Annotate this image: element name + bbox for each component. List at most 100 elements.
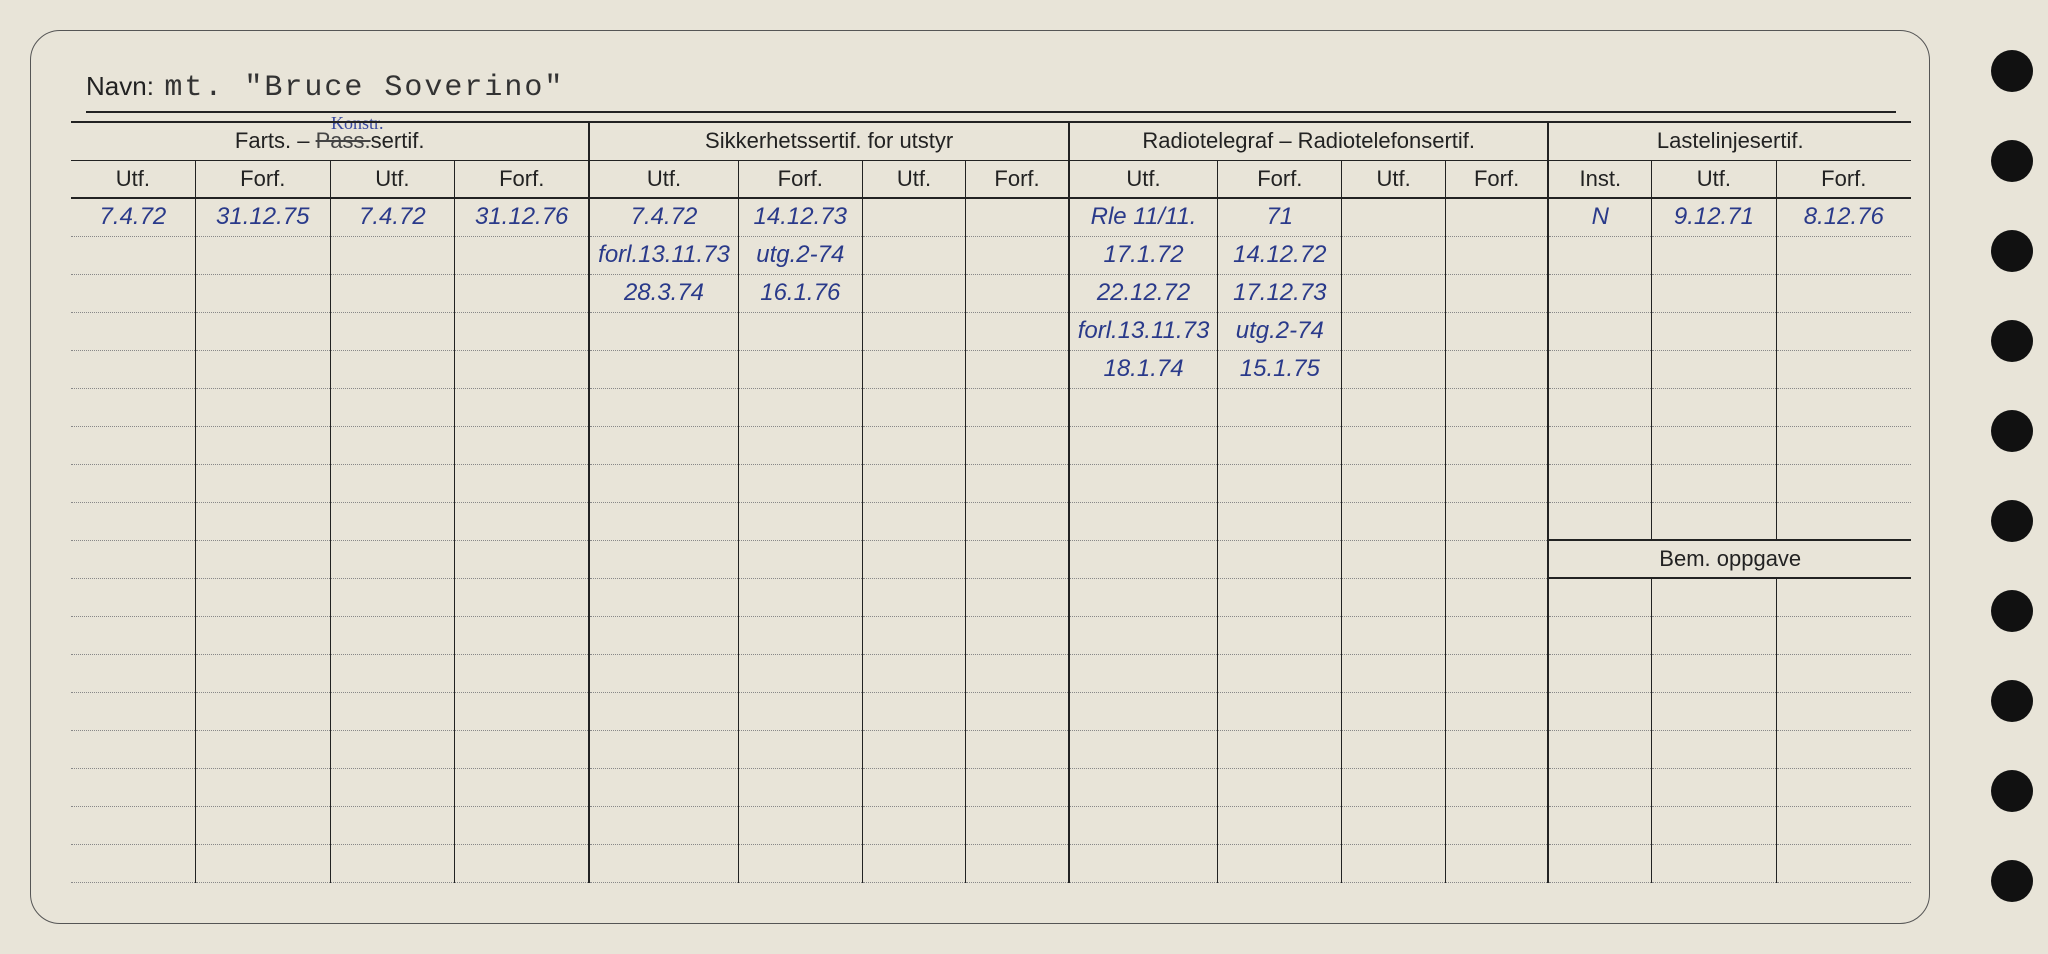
name-label: Navn: (86, 71, 154, 101)
cell (195, 426, 330, 464)
cell (1069, 578, 1218, 616)
cell (330, 426, 454, 464)
cell (455, 616, 590, 654)
cell (1548, 730, 1651, 768)
cell (1445, 806, 1548, 844)
cell (330, 654, 454, 692)
sub-forf: Forf. (1776, 160, 1911, 198)
cell (1069, 502, 1218, 540)
cell (1342, 236, 1445, 274)
cell (589, 312, 738, 350)
cell (1548, 768, 1651, 806)
cell (862, 312, 965, 350)
cell (1776, 464, 1911, 502)
table-row: Bem. oppgave (71, 540, 1911, 578)
cell (589, 654, 738, 692)
cell (330, 274, 454, 312)
cell (1445, 578, 1548, 616)
hole-icon (1991, 770, 2033, 812)
cell (1548, 502, 1651, 540)
cell (71, 236, 195, 274)
cell (1218, 578, 1342, 616)
sub-inst: Inst. (1548, 160, 1651, 198)
hole-icon (1991, 140, 2033, 182)
bem-oppgave-header: Bem. oppgave (1548, 540, 1911, 578)
cell (1776, 426, 1911, 464)
cell (195, 274, 330, 312)
table-row (71, 654, 1911, 692)
cell: 22.12.72 (1069, 274, 1218, 312)
cell (1069, 464, 1218, 502)
cell (1445, 616, 1548, 654)
table-body: 7.4.7231.12.757.4.7231.12.767.4.7214.12.… (71, 198, 1911, 882)
cell (862, 730, 965, 768)
sub-utf: Utf. (330, 160, 454, 198)
cell: utg.2-74 (1218, 312, 1342, 350)
cell (738, 768, 862, 806)
cell (589, 388, 738, 426)
cell (966, 198, 1069, 236)
cell (330, 616, 454, 654)
cell (1652, 578, 1776, 616)
cell (1218, 806, 1342, 844)
group-radio: Radiotelegraf – Radiotelefonsertif. (1069, 122, 1549, 160)
cell (195, 616, 330, 654)
cell (1218, 540, 1342, 578)
cell (589, 540, 738, 578)
sub-forf: Forf. (738, 160, 862, 198)
cell (1069, 768, 1218, 806)
table-row (71, 502, 1911, 540)
cell (1445, 502, 1548, 540)
cell (1069, 844, 1218, 882)
table-row (71, 692, 1911, 730)
cell: 31.12.75 (195, 198, 330, 236)
cell (1776, 844, 1911, 882)
cell (330, 578, 454, 616)
cell (1652, 616, 1776, 654)
cell (1342, 844, 1445, 882)
cell (330, 388, 454, 426)
cell (195, 692, 330, 730)
cell (966, 578, 1069, 616)
cell (455, 730, 590, 768)
cell (1776, 312, 1911, 350)
table-row: forl.13.11.73utg.2-7417.1.7214.12.72 (71, 236, 1911, 274)
cell (738, 426, 862, 464)
hole-icon (1991, 680, 2033, 722)
sub-forf: Forf. (1445, 160, 1548, 198)
cell (71, 388, 195, 426)
cell (330, 730, 454, 768)
cell (1548, 236, 1651, 274)
cell (1548, 806, 1651, 844)
cell (1342, 578, 1445, 616)
cell: 31.12.76 (455, 198, 590, 236)
cell (330, 692, 454, 730)
cell (455, 274, 590, 312)
cell (1445, 198, 1548, 236)
cell (1445, 426, 1548, 464)
cell: 71 (1218, 198, 1342, 236)
cell (1652, 502, 1776, 540)
cell (966, 274, 1069, 312)
cell (1548, 350, 1651, 388)
cell (330, 768, 454, 806)
cell (589, 350, 738, 388)
cell (1776, 616, 1911, 654)
table-row (71, 388, 1911, 426)
cell (862, 388, 965, 426)
cell (71, 692, 195, 730)
cell (589, 616, 738, 654)
cell (1445, 312, 1548, 350)
cell (195, 388, 330, 426)
cell (862, 426, 965, 464)
cell (1445, 730, 1548, 768)
cell (589, 464, 738, 502)
cell (1652, 426, 1776, 464)
cell (330, 312, 454, 350)
cell (1342, 274, 1445, 312)
cell (1652, 768, 1776, 806)
sub-utf: Utf. (1069, 160, 1218, 198)
cell (966, 464, 1069, 502)
cell (1548, 426, 1651, 464)
cell (589, 844, 738, 882)
